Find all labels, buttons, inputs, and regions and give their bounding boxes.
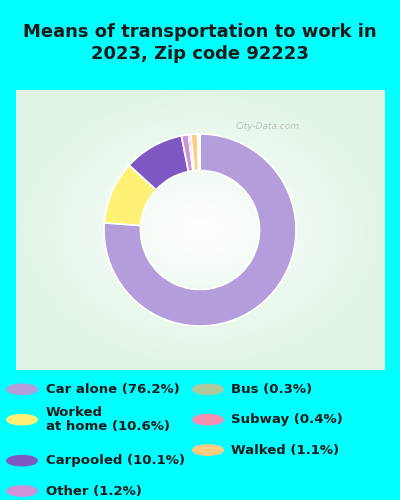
Wedge shape (104, 165, 156, 226)
Circle shape (193, 384, 223, 394)
Text: Car alone (76.2%): Car alone (76.2%) (46, 383, 180, 396)
Circle shape (7, 384, 37, 394)
Text: City-Data.com: City-Data.com (235, 122, 299, 132)
Text: Worked
at home (10.6%): Worked at home (10.6%) (46, 406, 170, 433)
Circle shape (193, 445, 223, 455)
Wedge shape (198, 134, 200, 170)
Text: Walked (1.1%): Walked (1.1%) (231, 444, 339, 456)
Text: Subway (0.4%): Subway (0.4%) (231, 413, 343, 426)
Wedge shape (182, 134, 193, 172)
Text: Bus (0.3%): Bus (0.3%) (231, 383, 312, 396)
Circle shape (7, 456, 37, 466)
Text: Other (1.2%): Other (1.2%) (46, 484, 142, 498)
Text: Means of transportation to work in
2023, Zip code 92223: Means of transportation to work in 2023,… (23, 23, 377, 64)
Circle shape (193, 414, 223, 425)
Text: Carpooled (10.1%): Carpooled (10.1%) (46, 454, 185, 467)
Wedge shape (188, 134, 194, 171)
Wedge shape (129, 136, 188, 190)
Wedge shape (104, 134, 296, 326)
Wedge shape (199, 134, 200, 170)
Circle shape (7, 486, 37, 496)
Wedge shape (191, 134, 198, 170)
Circle shape (7, 414, 37, 425)
